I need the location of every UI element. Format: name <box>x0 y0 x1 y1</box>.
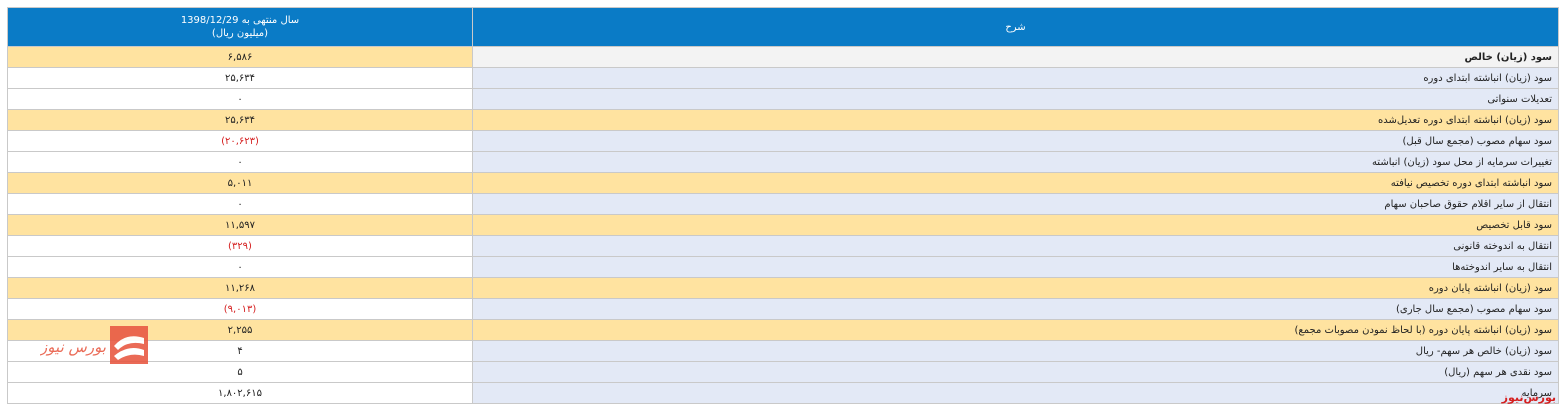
row-description-cell: سود (زیان) انباشته پایان دوره (با لحاظ ن… <box>472 319 1559 341</box>
row-description-cell: سرمایه <box>472 382 1559 404</box>
financial-table-container: سال منتهی به 1398/12/29 (میلیون ریال) شر… <box>7 7 1559 404</box>
row-value-cell: (۹,۰۱۳) <box>7 298 473 320</box>
row-value-cell: ۲۵,۶۳۴ <box>7 109 473 131</box>
logo-swoosh-bottom <box>114 348 144 360</box>
period-header-line2: (میلیون ریال) <box>211 28 269 39</box>
profit-distribution-table: سال منتهی به 1398/12/29 (میلیون ریال) شر… <box>7 7 1559 404</box>
row-value-cell: ۱۱,۲۶۸ <box>7 277 473 299</box>
table-row: ۴ سود (زیان) خالص هر سهم- ریال <box>7 340 1559 362</box>
logo-swoosh-top <box>114 336 144 350</box>
row-value-cell: ۱۱,۵۹۷ <box>7 214 473 236</box>
logo-text: بورس نیوز <box>40 338 106 356</box>
row-value-cell: ۰ <box>7 151 473 173</box>
row-description-cell: سود (زیان) انباشته پایان دوره <box>472 277 1559 299</box>
row-value-cell: ۵,۰۱۱ <box>7 172 473 194</box>
row-description-cell: سود (زیان) انباشته ابتدای دوره تعدیل‌شده <box>472 109 1559 131</box>
table-row: ۲۵,۶۳۴ سود (زیان) انباشته ابتدای دوره تعد… <box>7 109 1559 131</box>
row-value-cell: ۲۵,۶۳۴ <box>7 67 473 89</box>
row-description-cell: سود قابل تخصیص <box>472 214 1559 236</box>
table-row: ۶,۵۸۶ سود (زیان) خالص <box>7 46 1559 68</box>
table-row: ۱۱,۲۶۸ سود (زیان) انباشته پایان دوره <box>7 277 1559 299</box>
row-value-cell: (۲۰,۶۲۳) <box>7 130 473 152</box>
row-description-cell: تغییرات سرمایه از محل سود (زیان) انباشته <box>472 151 1559 173</box>
row-description-cell: سود سهام مصوب (مجمع سال قبل) <box>472 130 1559 152</box>
period-column-header: سال منتهی به 1398/12/29 (میلیون ریال) <box>7 7 473 47</box>
table-row: (۳۲۹) انتقال به اندوخته قانونی <box>7 235 1559 257</box>
table-header-row: سال منتهی به 1398/12/29 (میلیون ریال) شر… <box>7 7 1559 47</box>
description-column-header: شرح <box>472 7 1559 47</box>
table-row: ۵ سود نقدی هر سهم (ریال) <box>7 361 1559 383</box>
table-row: ۰ تعدیلات سنواتی <box>7 88 1559 110</box>
table-row: ۰ انتقال از سایر اقلام حقوق صاحبان سهام <box>7 193 1559 215</box>
table-row: ۱,۸۰۲,۶۱۵ سرمایه <box>7 382 1559 404</box>
table-row: ۵,۰۱۱ سود انباشته ابتدای دوره تخصیص نیافت… <box>7 172 1559 194</box>
table-row: (۹,۰۱۳) سود سهام مصوب (مجمع سال جاری) <box>7 298 1559 320</box>
row-description-cell: سود (زیان) خالص هر سهم- ریال <box>472 340 1559 362</box>
row-description-cell: انتقال به اندوخته قانونی <box>472 235 1559 257</box>
row-description-cell: سود نقدی هر سهم (ریال) <box>472 361 1559 383</box>
table-row: (۲۰,۶۲۳) سود سهام مصوب (مجمع سال قبل) <box>7 130 1559 152</box>
table-row: ۰ تغییرات سرمایه از محل سود (زیان) انباشت… <box>7 151 1559 173</box>
row-value-cell: ۶,۵۸۶ <box>7 46 473 68</box>
row-description-cell: سود (زیان) خالص <box>472 46 1559 68</box>
row-value-cell: ۱,۸۰۲,۶۱۵ <box>7 382 473 404</box>
row-value-cell: (۳۲۹) <box>7 235 473 257</box>
row-description-cell: تعدیلات سنواتی <box>472 88 1559 110</box>
table-row: ۲,۲۵۵ سود (زیان) انباشته پایان دوره (با ل… <box>7 319 1559 341</box>
row-value-cell: ۰ <box>7 256 473 278</box>
row-description-cell: سود (زیان) انباشته ابتدای دوره <box>472 67 1559 89</box>
table-body: ۶,۵۸۶ سود (زیان) خالص ۲۵,۶۳۴ سود (زیان) انب… <box>7 46 1559 404</box>
table-row: ۰ انتقال به سایر اندوخته‌ها <box>7 256 1559 278</box>
footer-brand-text: بورس‌نیوز <box>1501 391 1556 404</box>
row-value-cell: ۰ <box>7 193 473 215</box>
period-header-line1: سال منتهی به 1398/12/29 <box>180 15 300 26</box>
row-description-cell: سود انباشته ابتدای دوره تخصیص نیافته <box>472 172 1559 194</box>
row-description-cell: انتقال به سایر اندوخته‌ها <box>472 256 1559 278</box>
row-description-cell: انتقال از سایر اقلام حقوق صاحبان سهام <box>472 193 1559 215</box>
row-value-cell: ۰ <box>7 88 473 110</box>
table-row: ۲۵,۶۳۴ سود (زیان) انباشته ابتدای دوره <box>7 67 1559 89</box>
bourse-news-logo: بورس نیوز <box>40 326 148 364</box>
row-description-cell: سود سهام مصوب (مجمع سال جاری) <box>472 298 1559 320</box>
table-row: ۱۱,۵۹۷ سود قابل تخصیص <box>7 214 1559 236</box>
